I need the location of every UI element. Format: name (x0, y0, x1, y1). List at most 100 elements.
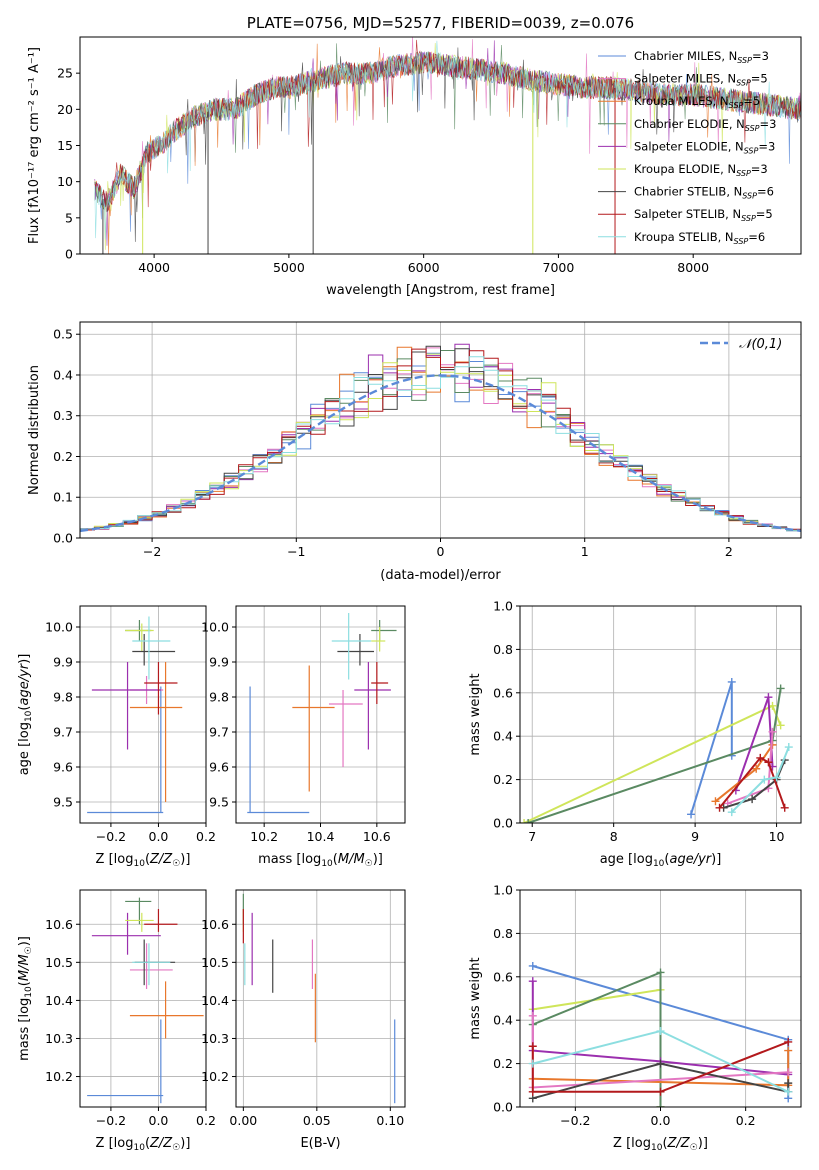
x-tick-label: 1 (581, 544, 589, 559)
y-tick-label: 20 (57, 102, 73, 117)
y-tick-label: 10.3 (45, 1031, 73, 1046)
y-tick-label: 9.9 (209, 655, 229, 670)
x-tick-label: 10 (769, 829, 785, 844)
weight_vs_age-y-axis-label: mass weight (468, 673, 483, 755)
residual-histogram-step (80, 348, 801, 532)
y-tick-label: 0.3 (53, 408, 73, 423)
x-tick-label: 0.00 (229, 1113, 257, 1128)
y-tick-label: 9.7 (209, 725, 229, 740)
y-tick-label: 0.4 (493, 1013, 513, 1028)
residual-histogram-step (80, 356, 801, 533)
x-tick-label: 0.2 (736, 1113, 756, 1128)
mass-weight-line (532, 988, 662, 1107)
spectrum-panel: PLATE=0756, MJD=52577, FIBERID=0039, z=0… (27, 14, 802, 298)
mass-weight-marker (528, 961, 537, 970)
mass-weight-marker (768, 727, 777, 736)
y-tick-label: 0.6 (493, 685, 513, 700)
mass-weight-marker (772, 773, 781, 782)
mass-weight-marker (784, 1046, 793, 1055)
x-tick-label: 2 (725, 544, 733, 559)
x-tick-label: 10.6 (363, 829, 391, 844)
mass-weight-line (718, 756, 786, 809)
residuals-frame (79, 321, 802, 539)
x-tick-label: 0.05 (303, 1113, 331, 1128)
y-tick-label: 15 (57, 138, 73, 153)
weight_vs_Z-x-axis-label: Z [log10(Z/Z☉)] (613, 1136, 708, 1153)
y-tick-label: 9.5 (53, 795, 73, 810)
age_vs_mass-x-axis-label: mass [log10(M/M☉)] (258, 852, 383, 869)
y-tick-label: 9.6 (53, 760, 73, 775)
x-tick-label: 0 (437, 544, 445, 559)
mass_vs_Z-frame (79, 889, 207, 1108)
legend-label: Kroupa ELODIE, NSSP=3 (634, 162, 768, 178)
mass-weight-marker (784, 1079, 793, 1088)
mass-weight-marker (656, 1059, 665, 1068)
mass-weight-marker (520, 819, 529, 823)
residuals-panel: −2 −1 0 1 2 0.0 0.1 0.2 0.3 0.4 0.5 (data-model)/er… (27, 321, 802, 583)
residuals-x-axis-label: (data-model)/error (380, 568, 501, 583)
y-tick-label: 9.5 (209, 795, 229, 810)
y-tick-label: 9.8 (53, 690, 73, 705)
age_vs_mass-panel: 10.2 10.4 10.6 9.5 9.6 9.7 9.8 9.9 10.0 mass [log… (201, 605, 406, 869)
legend-label: Salpeter MILES, NSSP=5 (634, 72, 768, 88)
spectrum-x-axis-label: wavelength [Angstrom, rest frame] (326, 283, 555, 298)
mass_vs_Z-panel: −0.2 0.0 0.2 10.2 10.3 10.4 10.5 10.6 Z [log10(Z… (17, 889, 216, 1153)
mass-weight-marker (528, 1042, 537, 1051)
mass_vs_ebv-x-axis-label: E(B-V) (300, 1136, 340, 1151)
y-tick-label: 0.2 (493, 1056, 513, 1071)
mass-weight-line (731, 746, 790, 813)
mass-weight-marker (715, 803, 724, 812)
mass-weight-marker (656, 968, 665, 977)
y-tick-label: 10.2 (45, 1069, 73, 1084)
mass-weight-marker (780, 803, 789, 812)
mass-weight-marker (760, 775, 769, 784)
y-tick-label: 0.4 (53, 367, 73, 382)
x-tick-label: 7 (528, 829, 536, 844)
x-tick-label: 0.0 (149, 1113, 169, 1128)
y-tick-label: 10.2 (201, 1069, 229, 1084)
y-tick-label: 10.3 (201, 1031, 229, 1046)
x-tick-label: −0.2 (560, 1113, 590, 1128)
age_vs_Z-x-axis-label: Z [log10(Z/Z☉)] (96, 852, 191, 869)
mass_vs_Z-points (87, 897, 204, 1104)
y-tick-label: 1.0 (493, 883, 513, 898)
mass-weight-marker (776, 721, 785, 730)
mass-weight-marker (784, 1037, 793, 1046)
age_vs_Z-y-axis-label: age [log10(age/yr)] (17, 654, 34, 776)
spectrum-series-line (94, 47, 801, 242)
mass-weight-marker (687, 810, 696, 819)
y-tick-label: 0.8 (493, 642, 513, 657)
age_vs_Z-frame (79, 605, 207, 824)
x-tick-label: 6000 (408, 260, 440, 275)
x-tick-label: −1 (287, 544, 305, 559)
x-tick-label: 8000 (677, 260, 709, 275)
weight_vs_age-panel: 7 8 9 10 0.0 0.2 0.4 0.6 0.8 1.0 age [log10(age/yr… (468, 599, 802, 869)
mass-weight-marker (784, 1087, 793, 1096)
mass-weight-marker (656, 1103, 665, 1107)
normal-reference-curve (80, 374, 801, 533)
mass-weight-marker (784, 743, 793, 752)
weight_vs_age-lines (520, 677, 793, 823)
mass-weight-marker (528, 1059, 537, 1068)
mass-weight-marker (528, 1011, 537, 1020)
mass-weight-marker (727, 808, 736, 817)
spectrum-title: PLATE=0756, MJD=52577, FIBERID=0039, z=0… (247, 14, 634, 32)
y-tick-label: 10.5 (201, 955, 229, 970)
weight_vs_Z-frame (519, 889, 802, 1108)
y-tick-label: 9.8 (209, 690, 229, 705)
x-tick-label: 4000 (138, 260, 170, 275)
y-tick-label: 10.0 (45, 620, 73, 635)
weight_vs_age-x-axis-label: age [log10(age/yr)] (600, 852, 722, 869)
y-tick-label: 10 (57, 174, 73, 189)
y-tick-label: 0.0 (493, 1100, 513, 1115)
x-tick-label: 8 (610, 829, 618, 844)
y-tick-label: 0.2 (53, 449, 73, 464)
x-tick-label: −0.2 (96, 829, 126, 844)
age_vs_mass-frame (235, 605, 406, 824)
y-tick-label: 0.5 (53, 327, 73, 342)
x-tick-label: 0.10 (376, 1113, 404, 1128)
mass-weight-marker (528, 1087, 537, 1096)
x-tick-label: 7000 (543, 260, 575, 275)
mass-weight-line (714, 744, 774, 803)
